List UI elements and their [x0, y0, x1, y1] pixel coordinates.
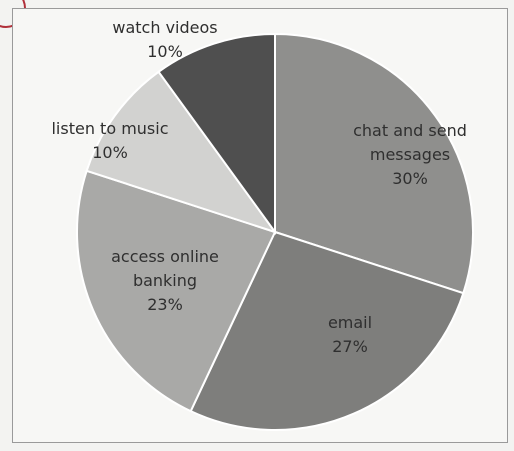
slice-label-line: messages — [370, 145, 450, 164]
slice-label-0: chat and send messages 30% — [353, 121, 467, 188]
slice-percent: 10% — [92, 143, 128, 162]
pie-slice-2 — [76, 169, 277, 413]
slice-label-line: email — [328, 313, 372, 332]
slice-label-line: chat and send — [353, 121, 467, 140]
slice-percent: 27% — [332, 337, 368, 356]
slice-label-4: watch videos 10% — [112, 18, 217, 61]
slice-label-line: banking — [133, 271, 197, 290]
slice-label-2: access online banking 23% — [111, 247, 219, 314]
slice-label-line: watch videos — [112, 18, 217, 37]
slice-percent: 23% — [147, 295, 183, 314]
pie-slice-0 — [274, 32, 474, 295]
slice-label-3: listen to music 10% — [51, 119, 168, 162]
slice-label-line: listen to music — [51, 119, 168, 138]
pie-slice-3 — [85, 70, 278, 234]
pie-slices — [76, 32, 474, 431]
slice-percent: 10% — [147, 42, 183, 61]
pie-slice-1 — [189, 230, 465, 431]
pie-labels: chat and send messages 30% email 27% access o… — [51, 18, 466, 356]
slice-label-1: email 27% — [328, 313, 372, 356]
slice-label-line: access online — [111, 247, 219, 266]
slice-percent: 30% — [392, 169, 428, 188]
pie-slice-4 — [157, 32, 276, 236]
